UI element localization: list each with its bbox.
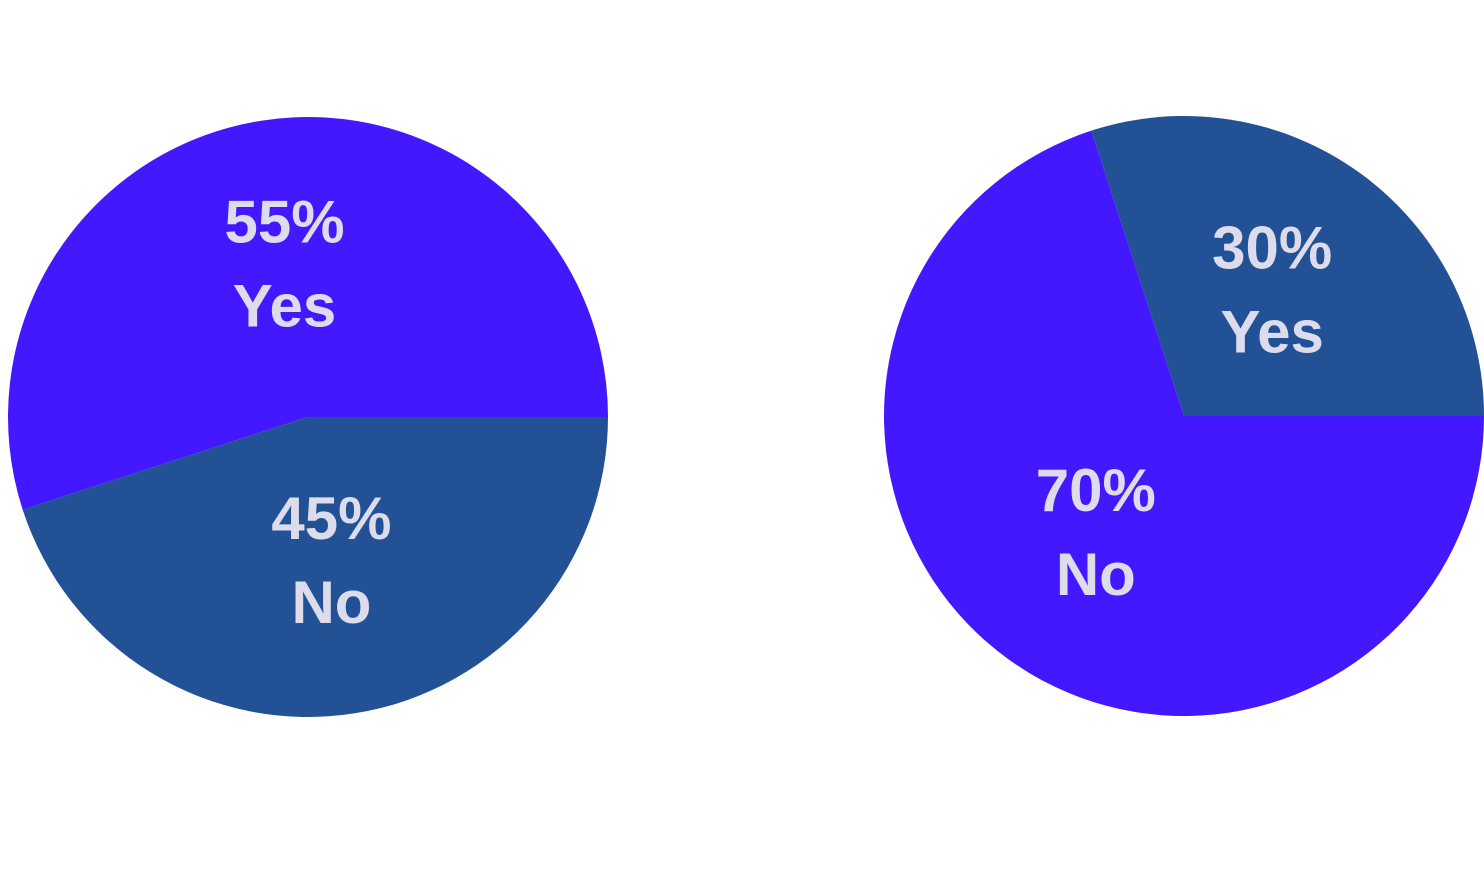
pie-slice — [7, 116, 608, 510]
slice-category-label: No — [1056, 541, 1136, 608]
slice-category-label: No — [291, 569, 371, 636]
pie-slice — [1091, 116, 1484, 416]
slice-value-label: 45% — [271, 485, 391, 552]
slice-category-label: Yes — [1220, 298, 1323, 365]
pie-slice — [884, 130, 1484, 716]
slice-value-label: 70% — [1036, 457, 1156, 524]
pie-slice — [22, 417, 608, 717]
slice-value-label: 55% — [224, 189, 344, 256]
slice-category-label: Yes — [233, 273, 336, 340]
slice-value-label: 30% — [1212, 214, 1332, 281]
